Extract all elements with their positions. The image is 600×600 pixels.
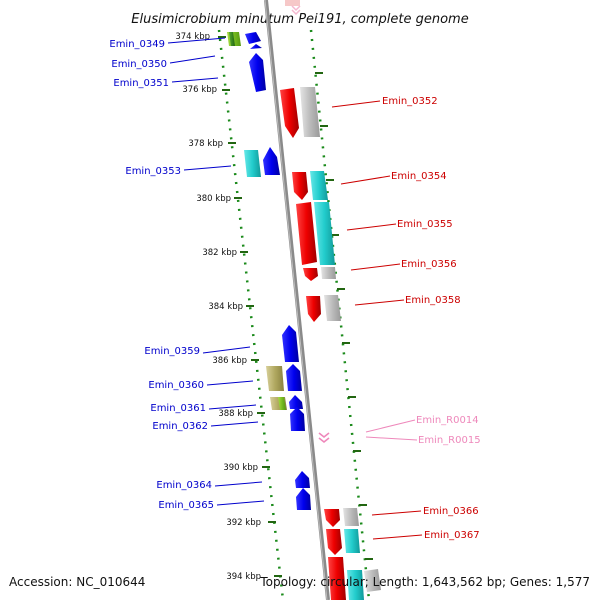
- minus-strand-features: [227, 32, 311, 510]
- gene-feature: [314, 202, 335, 265]
- leader-line: [183, 165, 232, 171]
- gene-label: Emin_0355: [397, 219, 453, 230]
- ruler-line-left: [217, 29, 285, 600]
- leader-line: [206, 380, 254, 386]
- leader-line: [365, 436, 418, 441]
- leader-line: [208, 404, 257, 410]
- tick-label: 390 kbp: [223, 463, 258, 473]
- leader-lines: [167, 37, 423, 540]
- gene-feature: [328, 557, 346, 600]
- gene-feature: [245, 32, 261, 44]
- gene-feature: [250, 44, 262, 49]
- gene-label: Emin_0359: [144, 346, 200, 357]
- gene-label: Emin_0353: [125, 166, 181, 177]
- plus-strand-features: [280, 87, 381, 600]
- gene-label: Emin_0367: [424, 530, 480, 541]
- ruler-ticks: [218, 36, 282, 577]
- gene-label: Emin_0350: [111, 59, 167, 70]
- tick-label: 376 kbp: [182, 85, 217, 95]
- gene-label: Emin_0354: [391, 171, 447, 182]
- gene-feature: [229, 32, 235, 46]
- tick-label: 386 kbp: [212, 356, 247, 366]
- gene-label: Emin_0360: [148, 380, 204, 391]
- offscreen-rna-top: [291, 5, 301, 16]
- ruler-ticks-right: [315, 72, 373, 560]
- gene-label: Emin_0351: [113, 78, 169, 89]
- tick-label: 384 kbp: [208, 302, 243, 312]
- leader-line: [216, 500, 265, 506]
- gene-feature: [266, 366, 284, 391]
- tick-labels: 374 kbp 376 kbp 378 kbp 380 kbp 382 kbp …: [175, 32, 261, 582]
- offscreen-feature-top: [285, 0, 300, 6]
- leader-line: [372, 534, 423, 540]
- gene-feature: [321, 267, 336, 279]
- gene-feature: [324, 509, 340, 527]
- gene-label: Emin_0364: [156, 480, 212, 491]
- gene-label: Emin_R0014: [416, 415, 479, 426]
- gene-label: Emin_0361: [150, 403, 206, 414]
- tick-label: 382 kbp: [202, 248, 237, 258]
- gene-label: Emin_0349: [109, 39, 165, 50]
- gene-feature: [303, 268, 318, 281]
- gene-feature: [278, 397, 286, 410]
- gene-label: Emin_0352: [382, 96, 438, 107]
- gene-feature: [292, 172, 308, 200]
- leader-line: [346, 223, 397, 231]
- gene-feature: [263, 147, 280, 175]
- leader-line: [365, 419, 416, 433]
- gene-feature: [280, 88, 299, 138]
- gene-feature: [290, 407, 305, 431]
- gene-labels: Emin_0349 Emin_0350 Emin_0351 Emin_0352 …: [109, 39, 480, 541]
- gene-label: Emin_0356: [401, 259, 457, 270]
- gene-label: Emin_0365: [158, 500, 214, 511]
- gene-feature: [343, 508, 359, 526]
- gene-feature: [326, 529, 342, 555]
- leader-line: [331, 100, 381, 108]
- gene-feature: [286, 364, 302, 391]
- gene-feature: [364, 569, 381, 592]
- gene-feature: [289, 395, 303, 409]
- gene-label: Emin_0358: [405, 295, 461, 306]
- gene-feature: [306, 296, 321, 322]
- genome-summary-text: Topology: circular; Length: 1,643,562 bp…: [259, 575, 590, 589]
- leader-line: [371, 510, 422, 516]
- gene-feature: [324, 295, 341, 321]
- gene-feature: [296, 488, 311, 510]
- gene-feature: [310, 171, 328, 200]
- gene-feature: [249, 53, 266, 92]
- tick-label: 388 kbp: [218, 409, 253, 419]
- leader-line: [340, 175, 391, 185]
- leader-line: [167, 37, 226, 44]
- leader-line: [214, 481, 263, 487]
- accession-text: Accession: NC_010644: [9, 575, 145, 589]
- genome-backbone: [264, 0, 330, 600]
- leader-line: [354, 299, 405, 306]
- map-title: Elusimicrobium minutum Pei191, complete …: [131, 12, 468, 27]
- leader-line: [202, 346, 251, 354]
- gene-feature: [244, 150, 261, 177]
- leader-line: [210, 421, 259, 427]
- leader-line: [350, 263, 401, 271]
- leader-line: [169, 55, 216, 64]
- gene-label: Emin_R0015: [418, 435, 481, 446]
- tick-label: 374 kbp: [175, 32, 210, 42]
- gene-feature: [344, 529, 360, 553]
- gene-feature: [300, 87, 320, 137]
- gene-feature: [282, 325, 299, 362]
- genome-backbone-highlight: [264, 0, 328, 600]
- gene-label: Emin_0362: [152, 421, 208, 432]
- tick-label: 380 kbp: [196, 194, 231, 204]
- rna-feature: [318, 432, 330, 444]
- tick-label: 394 kbp: [226, 572, 261, 582]
- gene-feature: [296, 202, 317, 265]
- leader-line: [171, 77, 219, 83]
- gene-label: Emin_0366: [423, 506, 479, 517]
- gene-feature: [295, 471, 310, 488]
- tick-label: 378 kbp: [188, 139, 223, 149]
- tick-label: 392 kbp: [226, 518, 261, 528]
- gene-feature: [347, 570, 364, 600]
